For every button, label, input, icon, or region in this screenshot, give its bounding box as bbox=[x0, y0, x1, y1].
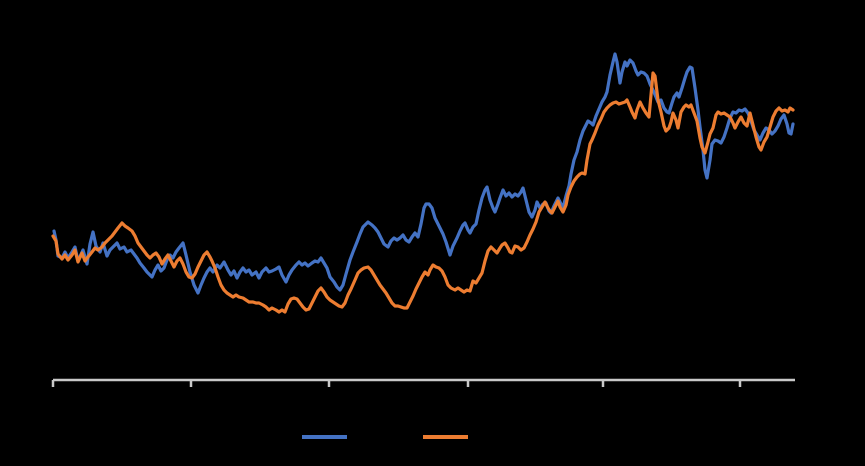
orange-series-line bbox=[51, 71, 795, 314]
blue-series-line bbox=[52, 52, 795, 295]
